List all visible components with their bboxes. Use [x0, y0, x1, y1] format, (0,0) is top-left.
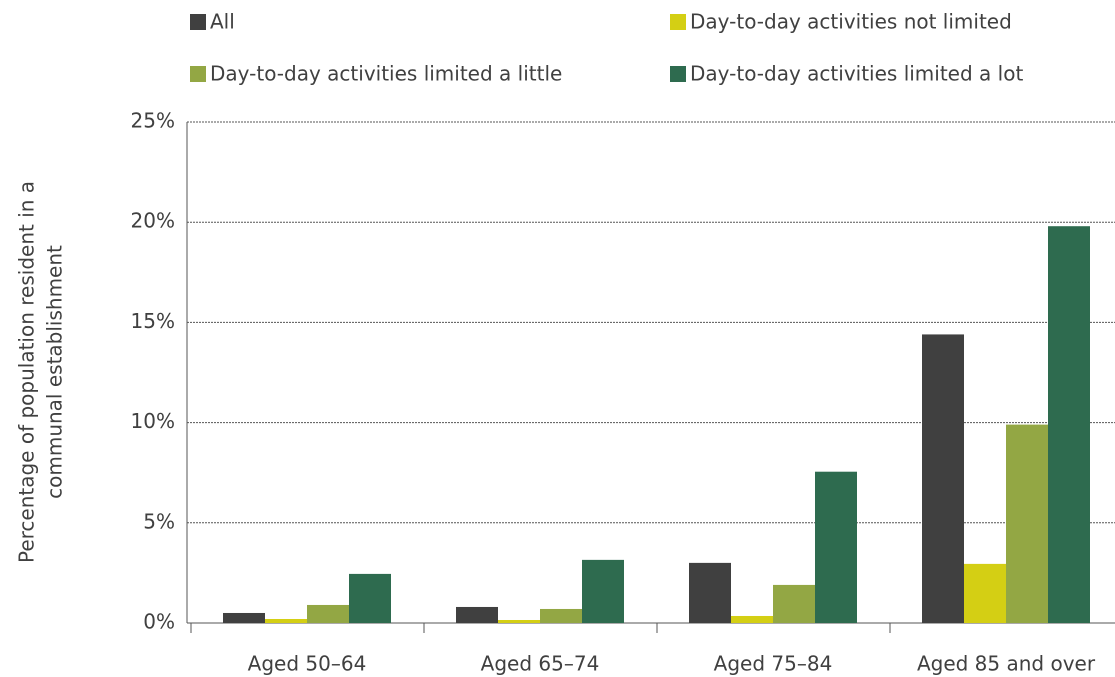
legend-swatch — [670, 66, 686, 82]
bar — [731, 615, 773, 623]
bar — [456, 606, 498, 623]
bar — [1048, 226, 1090, 623]
y-axis-title: Percentage of population resident in a c… — [15, 181, 67, 563]
y-tick-label: 0% — [143, 610, 175, 634]
y-axis-title-line: Percentage of population resident in a — [15, 181, 39, 563]
bar — [307, 604, 349, 623]
bar — [498, 619, 540, 623]
bar — [582, 559, 624, 623]
y-tick-label: 15% — [131, 309, 175, 333]
legend-swatch — [190, 14, 206, 30]
x-tick-label: Aged 65–74 — [481, 652, 600, 676]
bar — [773, 584, 815, 623]
bar — [964, 563, 1006, 623]
legend-label: Day-to-day activities limited a little — [210, 62, 562, 86]
bar — [1006, 424, 1048, 623]
legend-swatch — [670, 14, 686, 30]
y-axis-title-line: communal establishment — [43, 245, 67, 499]
legend-label: Day-to-day activities limited a lot — [690, 62, 1023, 86]
legend-label: All — [210, 10, 235, 34]
bar — [223, 612, 265, 623]
bar — [349, 573, 391, 623]
x-tick-label: Aged 85 and over — [917, 652, 1096, 676]
bar — [689, 562, 731, 623]
y-tick-label: 5% — [143, 509, 175, 533]
bar — [265, 618, 307, 623]
bar — [815, 471, 857, 623]
legend-label: Day-to-day activities not limited — [690, 10, 1012, 34]
y-tick-label: 25% — [131, 109, 175, 133]
legend-swatch — [190, 66, 206, 82]
bar — [922, 334, 964, 623]
x-tick-label: Aged 75–84 — [714, 652, 833, 676]
x-tick-label: Aged 50–64 — [248, 652, 367, 676]
y-tick-label: 20% — [131, 209, 175, 233]
y-tick-label: 10% — [131, 409, 175, 433]
bar — [540, 608, 582, 623]
